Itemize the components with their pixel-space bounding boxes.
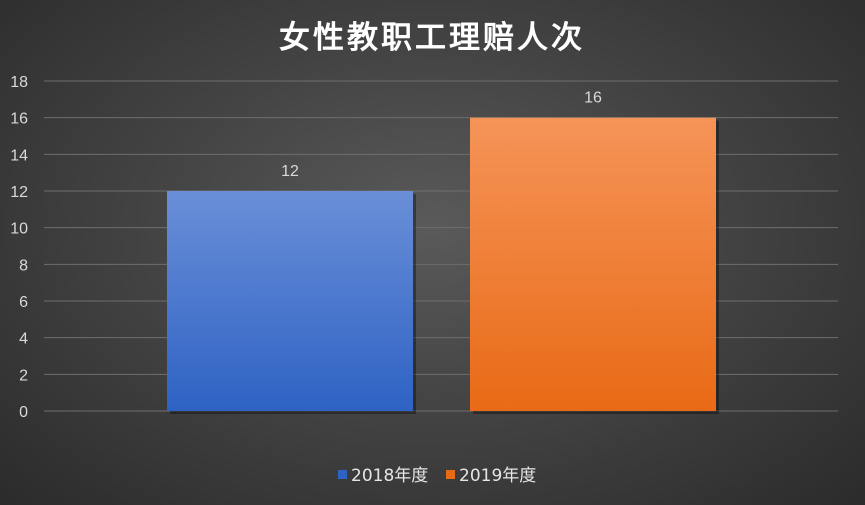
bar-1 — [167, 191, 413, 411]
bars — [167, 117, 719, 415]
data-label: 16 — [584, 90, 602, 107]
y-tick-label: 8 — [19, 257, 28, 274]
legend: 2018年度 2019年度 — [338, 466, 536, 486]
legend-label: 2019年度 — [459, 466, 536, 486]
bar-2 — [470, 117, 716, 412]
y-axis-ticks: 0 2 4 6 8 10 12 14 16 18 — [10, 74, 28, 421]
y-tick-label: 10 — [10, 221, 28, 238]
legend-swatch — [338, 470, 347, 479]
y-tick-label: 0 — [19, 404, 28, 421]
data-label: 12 — [281, 163, 299, 180]
legend-swatch — [446, 470, 455, 479]
y-tick-label: 12 — [10, 184, 28, 201]
data-labels: 12 16 — [281, 90, 602, 180]
y-tick-label: 2 — [19, 367, 28, 384]
y-tick-label: 16 — [10, 111, 28, 128]
y-tick-label: 14 — [10, 147, 28, 164]
chart-title: 女性教职工理赔人次 — [279, 20, 585, 56]
y-tick-label: 4 — [19, 331, 28, 348]
y-tick-label: 18 — [10, 74, 28, 91]
y-tick-label: 6 — [19, 294, 28, 311]
legend-label: 2018年度 — [351, 466, 428, 486]
